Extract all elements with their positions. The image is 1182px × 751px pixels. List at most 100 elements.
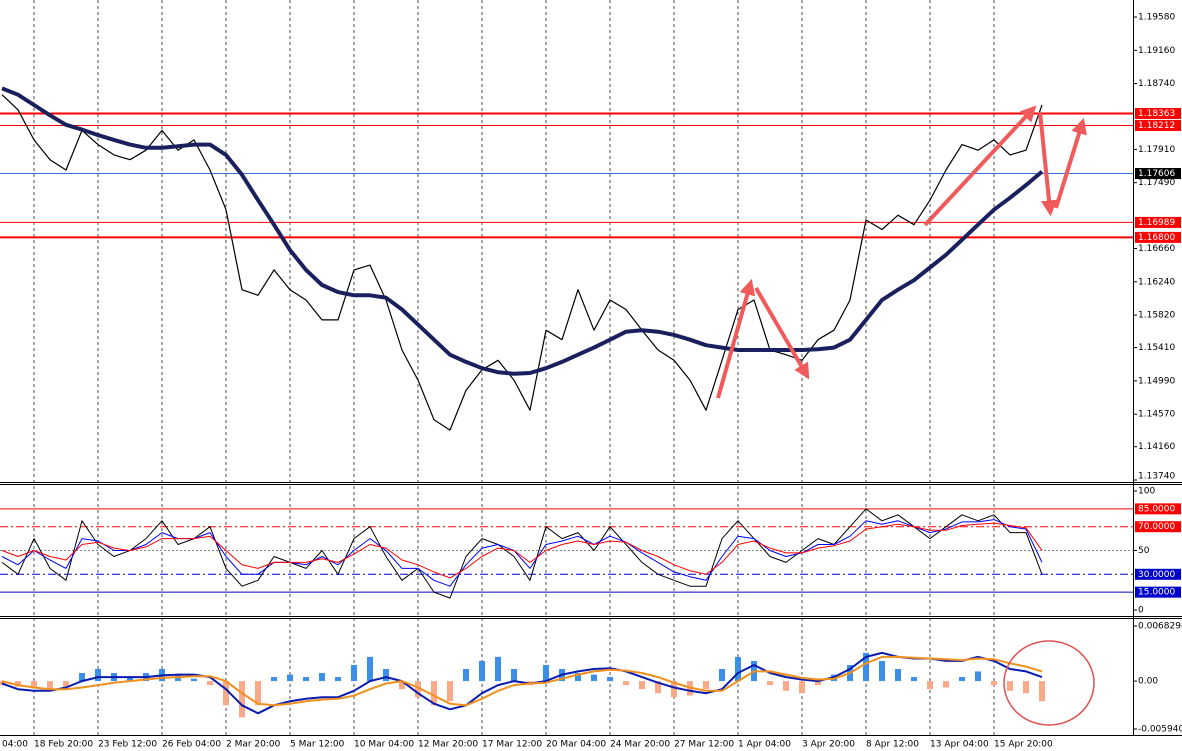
histogram-bar <box>47 681 53 690</box>
y-tick-label: 1.15820 <box>1138 311 1175 321</box>
y-tick-label: 0.0068298 <box>1138 622 1182 632</box>
histogram-bar <box>911 677 917 682</box>
histogram-bar <box>383 668 389 682</box>
histogram-bar <box>63 681 69 688</box>
histogram-bar <box>79 673 85 682</box>
level-label-box <box>1135 521 1181 533</box>
histogram-bar <box>1039 681 1045 702</box>
y-tick-label: 1.16240 <box>1138 277 1175 287</box>
series-line <box>1 508 1043 599</box>
histogram-bar <box>271 677 277 682</box>
histogram-bar <box>351 664 357 682</box>
x-tick-label: 24 Mar 20:00 <box>610 740 670 750</box>
level-label-box <box>1135 586 1181 598</box>
histogram-bar <box>943 681 949 688</box>
histogram-bar <box>1007 681 1013 691</box>
level-label: 85.0000 <box>1138 504 1175 514</box>
x-tick-label: 20 Mar 04:00 <box>546 740 606 750</box>
level-label: 1.17606 <box>1138 169 1175 179</box>
level-label-box <box>1135 107 1181 119</box>
x-tick-label: 13 Apr 04:00 <box>930 740 989 750</box>
series-line <box>1 86 1044 376</box>
histogram-bar <box>959 677 965 682</box>
x-tick-label: 27 Mar 12:00 <box>674 740 734 750</box>
histogram-bar <box>767 681 773 686</box>
x-tick-label: 2 Mar 20:00 <box>226 740 281 750</box>
y-tick-label: 1.19160 <box>1138 46 1175 56</box>
x-tick-label: 26 Feb 04:00 <box>162 740 221 750</box>
x-tick-label: 23 Feb 12:00 <box>98 740 157 750</box>
histogram-bar <box>735 656 741 682</box>
x-tick-label: 04:00 <box>2 740 28 750</box>
histogram-bar <box>31 681 37 688</box>
y-tick-label: -0.0059406 <box>1138 725 1182 735</box>
histogram-bar <box>1023 681 1029 694</box>
histogram-bar <box>639 681 645 690</box>
histogram-bar <box>239 681 245 718</box>
level-label-box <box>1135 168 1181 180</box>
y-tick-label: 1.14990 <box>1138 376 1175 386</box>
y-tick-label: 1.19580 <box>1138 13 1175 23</box>
level-label-box <box>1135 568 1181 580</box>
histogram-bar <box>879 660 885 682</box>
histogram-bar <box>127 677 133 682</box>
y-tick-label: 1.13740 <box>1138 472 1175 482</box>
histogram-bar <box>543 664 549 682</box>
level-label-box <box>1135 503 1181 515</box>
y-tick-label: 50 <box>1138 546 1150 556</box>
arrow <box>1038 111 1057 217</box>
histogram-bar <box>367 656 373 682</box>
series-line <box>1 519 1043 587</box>
series-line <box>1 651 1043 715</box>
arrow <box>716 278 756 399</box>
x-tick-label: 18 Feb 20:00 <box>34 740 93 750</box>
histogram-bar <box>575 673 581 682</box>
histogram-bar <box>191 678 197 682</box>
histogram-bar <box>495 656 501 682</box>
histogram-bar <box>927 681 933 690</box>
histogram-bar <box>703 681 709 690</box>
x-tick-label: 12 Mar 20:00 <box>418 740 478 750</box>
y-tick-label: 1.15410 <box>1138 343 1175 353</box>
histogram-bar <box>975 671 981 682</box>
y-tick-label: 1.14160 <box>1138 442 1175 452</box>
level-label-box <box>1135 119 1181 131</box>
histogram-bar <box>815 681 821 686</box>
y-tick-label: 100 <box>1138 487 1155 497</box>
histogram-bar <box>431 681 437 706</box>
histogram-bar <box>479 660 485 682</box>
histogram-bar <box>303 677 309 682</box>
level-label: 1.16989 <box>1138 218 1175 228</box>
x-tick-label: 3 Apr 20:00 <box>802 740 855 750</box>
level-label-box <box>1135 231 1181 243</box>
histogram-bar <box>863 652 869 682</box>
level-label: 1.18363 <box>1138 109 1175 119</box>
histogram-bar <box>15 681 21 687</box>
arrow <box>754 286 810 380</box>
y-tick-label: 0 <box>1138 606 1144 616</box>
y-tick-label: 1.17910 <box>1138 145 1175 155</box>
histogram-bar <box>607 677 613 682</box>
histogram-bar <box>719 668 725 682</box>
x-tick-label: 1 Apr 04:00 <box>738 740 791 750</box>
histogram-bar <box>991 681 997 686</box>
y-tick-label: 1.14570 <box>1138 410 1175 420</box>
highlight-circle <box>1003 640 1095 726</box>
histogram-bar <box>255 681 261 706</box>
x-tick-label: 15 Apr 20:00 <box>994 740 1053 750</box>
x-tick-label: 17 Mar 12:00 <box>482 740 542 750</box>
histogram-bar <box>463 668 469 682</box>
series-line <box>1 655 1043 707</box>
axis: 04:00 18 Feb 20:00 23 Feb 12:00 26 Feb 04:0… <box>2 13 1182 750</box>
histogram-bar <box>783 681 789 691</box>
histogram-bar <box>591 674 597 682</box>
x-tick-label: 5 Mar 12:00 <box>290 740 345 750</box>
plot <box>0 86 1045 718</box>
histogram-bar <box>319 673 325 682</box>
histogram-bar <box>399 681 405 690</box>
level-label-box <box>1135 216 1181 228</box>
level-label: 1.16800 <box>1138 233 1175 243</box>
y-tick-label: 1.17490 <box>1138 178 1175 188</box>
